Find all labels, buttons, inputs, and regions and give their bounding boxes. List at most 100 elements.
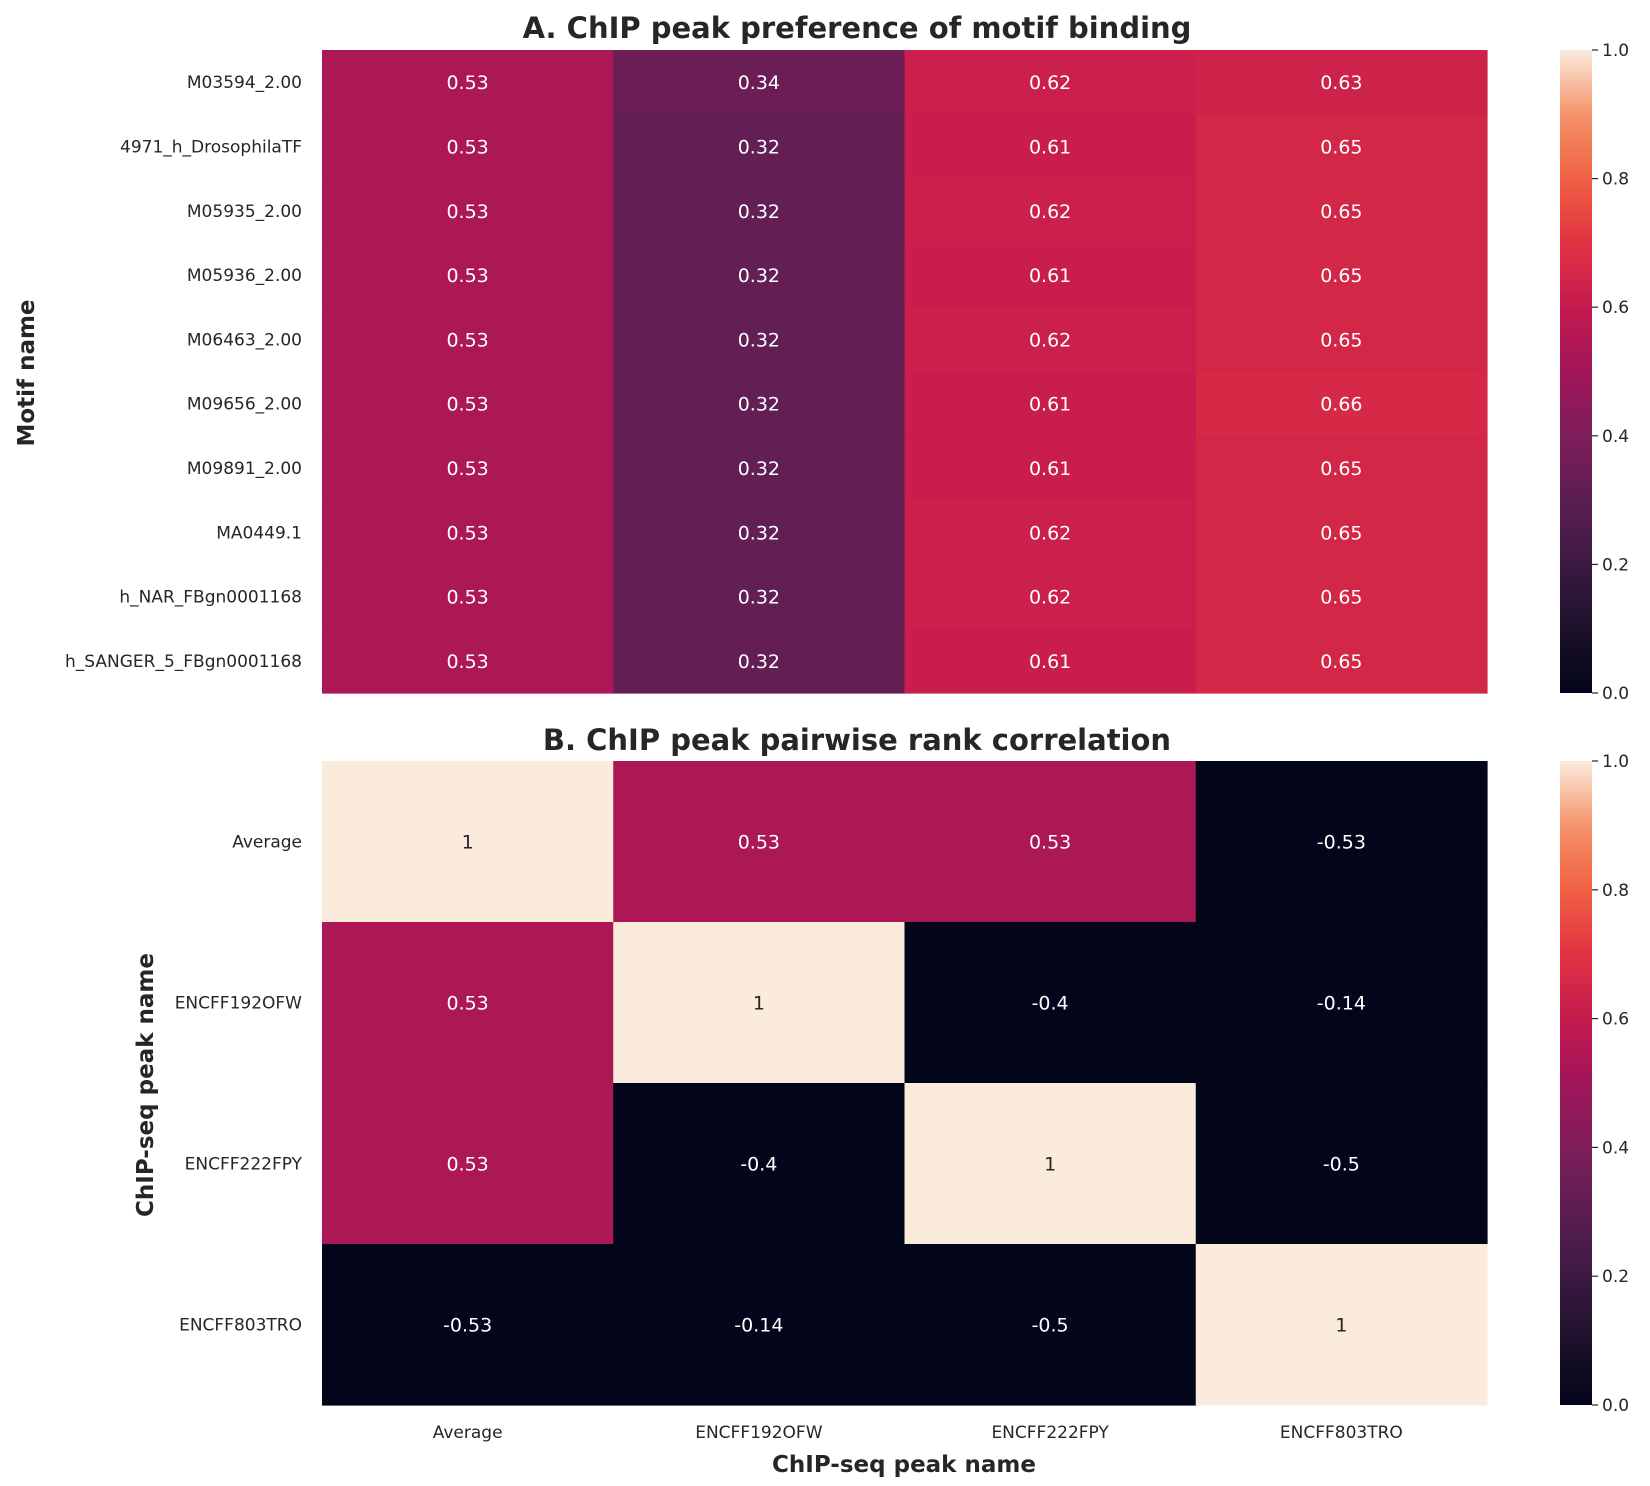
cell-label: 0.62 bbox=[1029, 329, 1071, 351]
x-tick-label: ENCFF222FPY bbox=[991, 1423, 1109, 1443]
panel-b-colorbar bbox=[1560, 761, 1592, 1405]
cell-label: 0.53 bbox=[738, 832, 780, 854]
colorbar-tick-label: 0.2 bbox=[1602, 555, 1629, 575]
y-tick-label: M09891_2.00 bbox=[187, 459, 302, 479]
cell-label: 0.65 bbox=[1320, 265, 1362, 287]
heatmap-cell bbox=[322, 178, 614, 244]
cell-label: 0.65 bbox=[1320, 329, 1362, 351]
cell-label: 0.53 bbox=[446, 587, 488, 609]
y-tick-label: 4971_h_DrosophilaTF bbox=[120, 137, 302, 157]
heatmap-cell bbox=[322, 628, 614, 694]
heatmap-cell bbox=[322, 500, 614, 565]
cell-label: -0.14 bbox=[734, 1315, 783, 1337]
panel-b-annotations: 1 0.53 0.53 -0.53 0.53 1 -0.4 -0.14 0.53 -0.4 1 -0.… bbox=[443, 832, 1366, 1337]
cell-label: 0.62 bbox=[1029, 201, 1071, 223]
panel-a-colorbar-ticks: 0.0 0.2 0.4 0.6 0.8 1.0 bbox=[1592, 41, 1629, 704]
cell-label: 0.53 bbox=[446, 993, 488, 1015]
cell-label: 0.61 bbox=[1029, 265, 1071, 287]
colorbar-tick-label: 0.2 bbox=[1602, 1267, 1629, 1287]
cell-label: 1 bbox=[462, 832, 474, 854]
x-tick-label: ENCFF803TRO bbox=[1280, 1423, 1403, 1443]
cell-label: 0.65 bbox=[1320, 201, 1362, 223]
cell-label: 0.32 bbox=[738, 394, 780, 416]
heatmap-cell bbox=[904, 50, 1197, 115]
cell-label: 0.65 bbox=[1320, 136, 1362, 158]
cell-label: 0.65 bbox=[1320, 522, 1362, 544]
heatmap-cell bbox=[904, 114, 1197, 180]
heatmap-cell bbox=[613, 178, 906, 244]
panel-b-title: B. ChIP peak pairwise rank correlation bbox=[543, 723, 1171, 757]
heatmap-cell bbox=[904, 500, 1197, 565]
cell-label: 0.32 bbox=[738, 136, 780, 158]
heatmap-cell bbox=[322, 1083, 614, 1245]
cell-label: 0.32 bbox=[738, 587, 780, 609]
x-tick-label: Average bbox=[433, 1423, 503, 1443]
y-tick-label: M05935_2.00 bbox=[187, 202, 302, 222]
cell-label: 0.32 bbox=[738, 651, 780, 673]
heatmap-cell bbox=[613, 242, 906, 308]
colorbar-tick-label: 1.0 bbox=[1602, 752, 1629, 772]
colorbar-tick-label: 0.8 bbox=[1602, 881, 1629, 901]
cell-label: -0.5 bbox=[1323, 1154, 1360, 1176]
cell-label: 0.53 bbox=[446, 329, 488, 351]
cell-label: 1 bbox=[1335, 1315, 1347, 1337]
cell-label: 0.53 bbox=[446, 136, 488, 158]
heatmap-cell bbox=[904, 435, 1197, 501]
cell-label: 0.62 bbox=[1029, 587, 1071, 609]
heatmap-cell bbox=[613, 761, 906, 923]
heatmap-cell bbox=[904, 242, 1197, 308]
cell-label: 0.61 bbox=[1029, 136, 1071, 158]
heatmap-cell bbox=[322, 564, 614, 630]
cell-label: 0.61 bbox=[1029, 394, 1071, 416]
heatmap-cell bbox=[1195, 178, 1488, 244]
panel-a-ylabel: Motif name bbox=[14, 299, 40, 446]
heatmap-cell bbox=[1195, 761, 1488, 923]
heatmap-cell bbox=[1195, 500, 1488, 565]
panel-a-title: A. ChIP peak preference of motif binding bbox=[523, 11, 1192, 45]
cell-label: 0.62 bbox=[1029, 522, 1071, 544]
y-tick-label: h_NAR_FBgn0001168 bbox=[119, 588, 302, 608]
heatmap-cell bbox=[613, 435, 906, 501]
cell-label: 0.53 bbox=[446, 522, 488, 544]
heatmap-cell bbox=[904, 371, 1197, 437]
cell-label: 0.53 bbox=[446, 394, 488, 416]
heatmap-cell bbox=[1195, 242, 1488, 308]
cell-label: 1 bbox=[753, 993, 765, 1015]
heatmap-cell bbox=[613, 922, 906, 1084]
heatmap-cell bbox=[904, 1083, 1197, 1245]
panel-b-colorbar-ticks: 0.0 0.2 0.4 0.6 0.8 1.0 bbox=[1592, 752, 1629, 1416]
panel-b-cells bbox=[322, 761, 1488, 1406]
heatmap-cell bbox=[613, 371, 906, 437]
cell-label: 0.34 bbox=[738, 72, 780, 94]
heatmap-cell bbox=[322, 922, 614, 1084]
heatmap-cell bbox=[613, 307, 906, 373]
heatmap-cell bbox=[1195, 628, 1488, 694]
heatmap-cell bbox=[1195, 564, 1488, 630]
heatmap-cell bbox=[904, 922, 1197, 1084]
cell-label: 0.65 bbox=[1320, 651, 1362, 673]
cell-label: 0.32 bbox=[738, 329, 780, 351]
heatmap-cell bbox=[322, 114, 614, 180]
heatmap-cell bbox=[904, 761, 1197, 923]
y-tick-label: Average bbox=[232, 833, 302, 853]
y-tick-label: ENCFF192OFW bbox=[175, 994, 302, 1014]
cell-label: 0.32 bbox=[738, 265, 780, 287]
colorbar-tick-label: 0.4 bbox=[1602, 427, 1629, 447]
colorbar-tick-label: 0.8 bbox=[1602, 170, 1629, 190]
cell-label: 0.53 bbox=[446, 265, 488, 287]
heatmap-cell bbox=[613, 50, 906, 115]
colorbar-tick-label: 0.4 bbox=[1602, 1138, 1629, 1158]
colorbar-tick-label: 0.0 bbox=[1602, 1396, 1629, 1416]
panel-a-colorbar bbox=[1560, 50, 1592, 693]
colorbar-tick-label: 0.6 bbox=[1602, 298, 1629, 318]
cell-label: -0.4 bbox=[740, 1154, 777, 1176]
panel-a-cells bbox=[322, 50, 1488, 694]
panel-a: A. ChIP peak preference of motif binding… bbox=[14, 11, 1629, 704]
cell-label: -0.53 bbox=[1317, 832, 1366, 854]
heatmap-cell bbox=[322, 435, 614, 501]
heatmap-cell bbox=[322, 242, 614, 308]
cell-label: 0.65 bbox=[1320, 587, 1362, 609]
heatmap-cell bbox=[1195, 1083, 1488, 1245]
heatmap-cell bbox=[1195, 114, 1488, 180]
cell-label: -0.4 bbox=[1032, 993, 1069, 1015]
